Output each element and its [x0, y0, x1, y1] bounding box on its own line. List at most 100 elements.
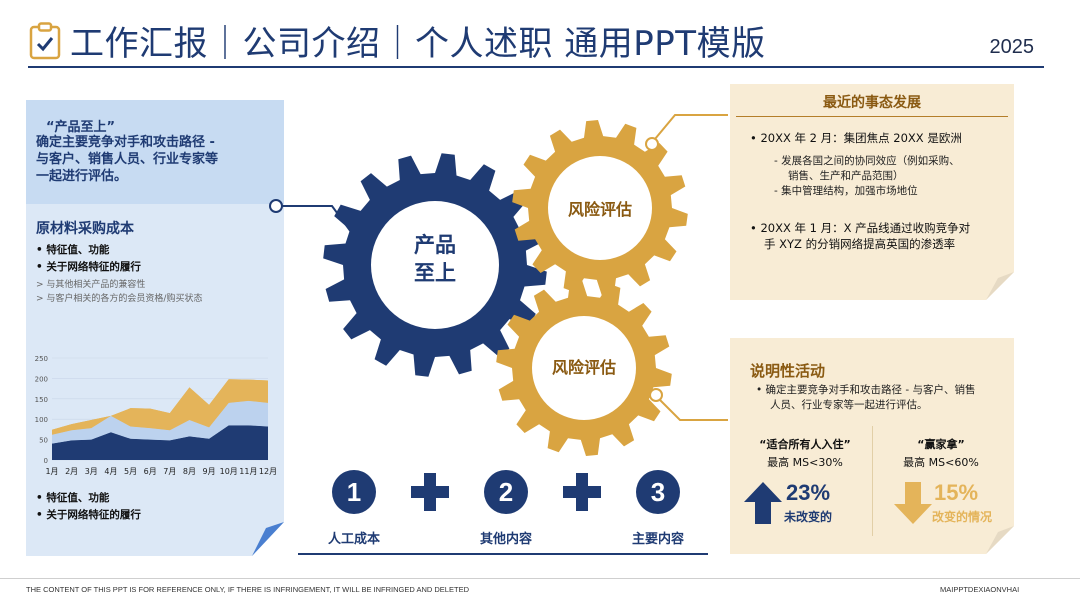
- left-desc-line: 与客户、销售人员、行业专家等: [36, 152, 219, 167]
- header-divider: [28, 66, 1044, 68]
- footer-brand: MAIPPTDEXIAONVHAI: [940, 585, 1020, 594]
- bottom-divider: [298, 553, 708, 555]
- left-sub-text: 与其他相关产品的兼容性: [46, 280, 146, 290]
- left-heading: 原材料采购成本: [36, 221, 134, 237]
- dev-sub-text: 集中管理结构，加强市场地位: [781, 185, 918, 197]
- chart-x-tick: 5月: [124, 467, 137, 476]
- title-divider: [736, 116, 1008, 117]
- col2-title: “赢家拿”: [917, 438, 965, 451]
- gear-main-label: 产品: [414, 233, 456, 257]
- dev-item-text: 20XX 年 2 月：集团焦点 20XX 是欧洲: [760, 131, 962, 145]
- gear-main: [323, 153, 547, 377]
- chart-x-tick: 2月: [65, 467, 78, 476]
- chart-y-tick: 100: [35, 416, 48, 424]
- left-sub: > 与其他相关产品的兼容性: [36, 280, 146, 290]
- arrow-down-icon: [894, 482, 932, 524]
- chart-y-tick: 250: [35, 355, 48, 363]
- col1-title: “适合所有人入住”: [759, 438, 851, 451]
- col2-sub: 最高 MS<60%: [903, 456, 979, 469]
- col1-pct: 23%: [786, 480, 831, 505]
- col1-sub: 最高 MS<30%: [767, 456, 843, 469]
- column-divider: [872, 426, 873, 536]
- page-title: 工作汇报｜公司介绍｜个人述职 通用PPT模版: [70, 24, 766, 64]
- connector-right-top: [649, 114, 728, 146]
- dev-sub: - 发展各国之间的协同效应（例如采购、: [774, 155, 960, 167]
- connector-dot: [649, 388, 663, 402]
- left-sub: > 与客户相关的各方的会员资格/购买状态: [36, 294, 203, 304]
- left-bullet-text: 特征值、功能: [46, 492, 110, 504]
- chart-series-area: [52, 379, 268, 435]
- area-chart: 0 50 100 150 200 250 1月 2月 3月 4月 5月 6月 7月 8月 9月 10月 11月 1…: [35, 355, 277, 476]
- step-label: 其他内容: [479, 532, 532, 547]
- chart-y-tick: 0: [44, 457, 48, 465]
- left-panel-header: [26, 100, 284, 204]
- chart-series-area: [52, 400, 268, 444]
- dev-sub-text: 发展各国之间的协同效应（例如采购、: [781, 155, 960, 167]
- gear-center: [548, 156, 652, 260]
- step-label: 主要内容: [631, 532, 684, 547]
- activities-desc-text: 人员、行业专家等一起进行评估。: [770, 399, 928, 411]
- chart-x-tick: 7月: [163, 467, 176, 476]
- gear-risk-bottom-label: 风险评估: [552, 358, 616, 377]
- activities-desc-text: 确定主要竞争对手和攻击路径 - 与客户、销售: [765, 384, 976, 396]
- step-number: 2: [484, 470, 528, 514]
- chart-x-tick: 9月: [203, 467, 216, 476]
- col1-label: 未改变的: [784, 510, 833, 524]
- page-curl-bottom: [986, 526, 1014, 554]
- left-bullet: • 特征值、功能: [36, 244, 110, 256]
- gear-risk-top: [512, 120, 688, 296]
- col2-label: 改变的情况: [932, 510, 993, 524]
- chart-x-tick: 1月: [45, 467, 58, 476]
- plus-icon: [563, 473, 601, 511]
- dev-item: • 20XX 年 1 月：X 产品线通过收购竞争对: [750, 221, 971, 235]
- page-curl-top: [986, 272, 1014, 300]
- chart-series-area: [52, 425, 268, 460]
- gear-risk-bottom: [496, 280, 672, 456]
- left-bullet-text: 特征值、功能: [46, 244, 110, 256]
- connector-dot: [645, 137, 659, 151]
- chart-x-tick: 6月: [144, 467, 157, 476]
- footer-disclaimer: THE CONTENT OF THIS PPT IS FOR REFERENCE…: [26, 585, 469, 594]
- plus-icon: [411, 473, 449, 511]
- chart-x-tick: 12月: [259, 467, 277, 476]
- dev-item: • 20XX 年 2 月：集团焦点 20XX 是欧洲: [750, 131, 962, 145]
- col2-pct: 15%: [934, 480, 979, 505]
- chart-x-tick: 8月: [183, 467, 196, 476]
- dev-sub: - 集中管理结构，加强市场地位: [774, 185, 918, 197]
- arrow-up-icon: [744, 482, 782, 524]
- step-number: 1: [332, 470, 376, 514]
- chart-y-tick: 200: [35, 375, 48, 383]
- gear-risk-top-label: 风险评估: [568, 200, 632, 219]
- left-desc-line: 确定主要竞争对手和攻击路径 -: [36, 135, 215, 150]
- connector-right-bottom: [655, 395, 728, 421]
- chart-y-tick: 50: [39, 437, 48, 445]
- dev-item-text: 20XX 年 1 月：X 产品线通过收购竞争对: [760, 221, 971, 235]
- left-quote: “产品至上”: [46, 120, 116, 135]
- left-bullet-text: 关于网络特征的履行: [46, 261, 141, 273]
- activities-title: 说明性活动: [750, 362, 826, 380]
- gear-center: [532, 316, 636, 420]
- left-bullet: • 特征值、功能: [36, 492, 110, 504]
- left-desc-line: 一起进行评估。: [36, 169, 128, 184]
- gear-center: [371, 201, 499, 329]
- gears-graphic: 产品 至上 风险评估 风险评估: [323, 114, 728, 456]
- footer-divider: [0, 578, 1080, 579]
- chart-x-tick: 3月: [85, 467, 98, 476]
- chart-x-tick: 10月: [220, 467, 238, 476]
- left-sub-text: 与客户相关的各方的会员资格/购买状态: [46, 294, 203, 304]
- left-bullet-text: 关于网络特征的履行: [46, 509, 141, 521]
- chart-x-tick: 4月: [104, 467, 117, 476]
- recent-developments-panel: [730, 84, 1014, 300]
- clipboard-check-icon: [29, 22, 61, 60]
- year-label: 2025: [989, 36, 1035, 58]
- dev-sub-text: 销售、生产和产品范围）: [788, 170, 904, 182]
- dev-item-text: 手 XYZ 的分销网络提高英国的渗透率: [764, 237, 956, 251]
- recent-developments-title: 最近的事态发展: [823, 95, 921, 111]
- left-bullet: • 关于网络特征的履行: [36, 261, 141, 273]
- left-bullet: • 关于网络特征的履行: [36, 509, 141, 521]
- activities-desc: • 确定主要竞争对手和攻击路径 - 与客户、销售: [756, 384, 976, 396]
- gear-main-label: 至上: [414, 261, 456, 285]
- step-number: 3: [636, 470, 680, 514]
- step-label: 人工成本: [327, 532, 380, 547]
- chart-y-tick: 150: [35, 396, 48, 404]
